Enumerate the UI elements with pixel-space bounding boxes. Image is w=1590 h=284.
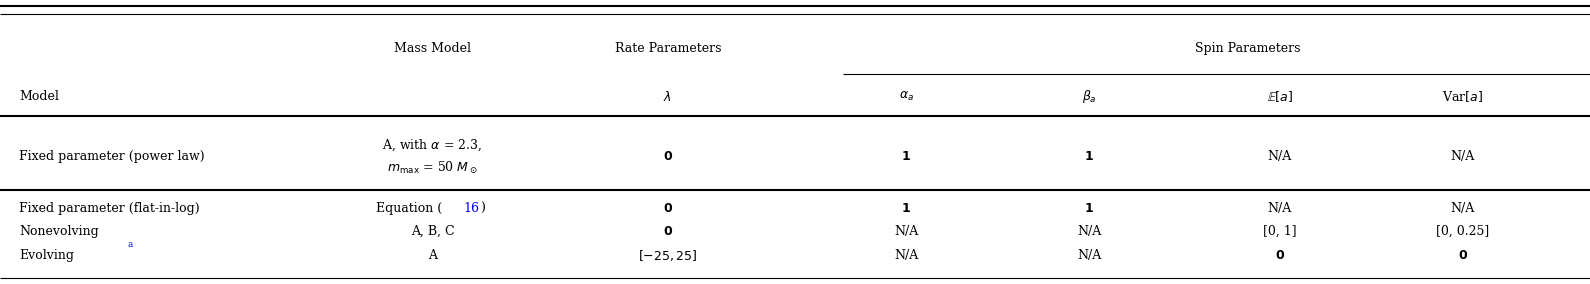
Text: $\mathbf{0}$: $\mathbf{0}$: [1458, 249, 1468, 262]
Text: Fixed parameter (power law): Fixed parameter (power law): [19, 150, 205, 163]
Text: $\mathbf{0}$: $\mathbf{0}$: [663, 202, 673, 215]
Text: $\mathbf{1}$: $\mathbf{1}$: [1084, 150, 1094, 163]
Text: Fixed parameter (flat-in-log): Fixed parameter (flat-in-log): [19, 202, 200, 215]
Text: 16: 16: [463, 202, 479, 215]
Text: A, with $\alpha$ = 2.3,: A, with $\alpha$ = 2.3,: [383, 137, 482, 153]
Text: $\mathbf{0}$: $\mathbf{0}$: [663, 150, 673, 163]
Text: A, B, C: A, B, C: [410, 225, 455, 238]
Text: Evolving: Evolving: [19, 249, 75, 262]
Text: A: A: [428, 249, 437, 262]
Text: Spin Parameters: Spin Parameters: [1196, 42, 1301, 55]
Text: Model: Model: [19, 90, 59, 103]
Text: Nonevolving: Nonevolving: [19, 225, 99, 238]
Text: a: a: [127, 240, 132, 249]
Text: $m_{\mathrm{max}}$ = 50 $M_\odot$: $m_{\mathrm{max}}$ = 50 $M_\odot$: [386, 160, 479, 176]
Text: [0, 0.25]: [0, 0.25]: [1436, 225, 1490, 238]
Text: $\mathbf{1}$: $\mathbf{1}$: [902, 150, 911, 163]
Text: $\mathbf{0}$: $\mathbf{0}$: [1275, 249, 1285, 262]
Text: $\lambda$: $\lambda$: [663, 89, 673, 104]
Text: N/A: N/A: [894, 225, 919, 238]
Text: N/A: N/A: [894, 249, 919, 262]
Text: N/A: N/A: [1450, 150, 1476, 163]
Text: N/A: N/A: [1267, 202, 1293, 215]
Text: $\mathbf{1}$: $\mathbf{1}$: [1084, 202, 1094, 215]
Text: [0, 1]: [0, 1]: [1262, 225, 1297, 238]
Text: $\beta_a$: $\beta_a$: [1081, 88, 1097, 105]
Text: Mass Model: Mass Model: [394, 42, 471, 55]
Text: $\mathbf{0}$: $\mathbf{0}$: [663, 225, 673, 238]
Text: N/A: N/A: [1450, 202, 1476, 215]
Text: $\mathbf{1}$: $\mathbf{1}$: [902, 202, 911, 215]
Text: $[-25, 25]$: $[-25, 25]$: [638, 248, 698, 263]
Text: $\alpha_a$: $\alpha_a$: [898, 90, 914, 103]
Text: N/A: N/A: [1076, 249, 1102, 262]
Text: N/A: N/A: [1076, 225, 1102, 238]
Text: Equation (: Equation (: [375, 202, 442, 215]
Text: Rate Parameters: Rate Parameters: [615, 42, 720, 55]
Text: N/A: N/A: [1267, 150, 1293, 163]
Text: Var$[a]$: Var$[a]$: [1442, 89, 1483, 104]
Text: $\mathbb{E}[a]$: $\mathbb{E}[a]$: [1267, 89, 1293, 104]
Text: ): ): [480, 202, 485, 215]
